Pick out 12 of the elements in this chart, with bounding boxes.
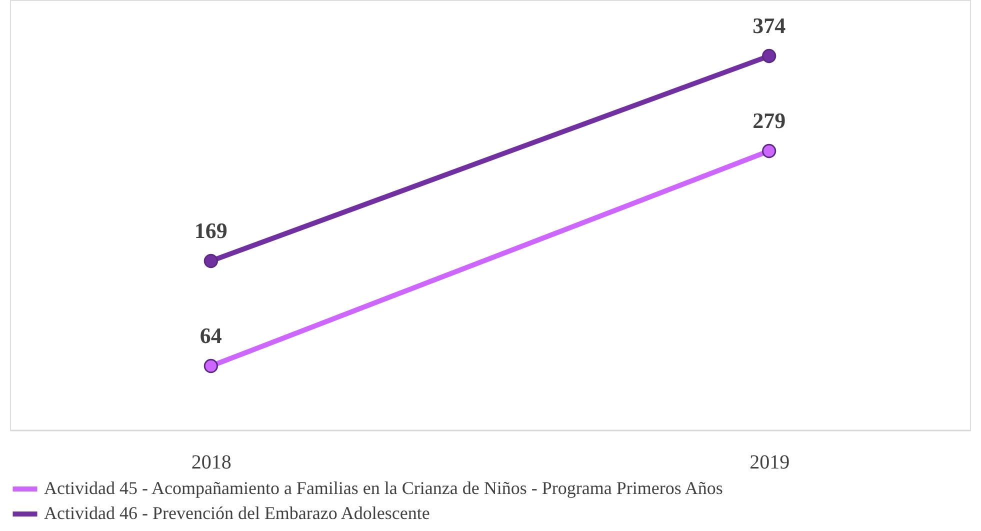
x-tick-label: 2019 (750, 452, 790, 474)
point (204, 358, 218, 374)
data-label: 169 (194, 218, 228, 243)
data-label: 64 (200, 323, 222, 348)
point (762, 144, 776, 158)
point (762, 48, 776, 64)
x-tick-label: 2018 (191, 452, 232, 474)
legend-label: Actividad 46 - Prevención del Embarazo Adolescente (44, 503, 430, 523)
point (204, 254, 218, 268)
data-label: 279 (752, 108, 786, 133)
data-label: 374 (752, 13, 786, 38)
legend-label: Actividad 45 - Acompañamiento a Familias en la Crianza de Niños - Programa Primeros Años (44, 478, 723, 498)
